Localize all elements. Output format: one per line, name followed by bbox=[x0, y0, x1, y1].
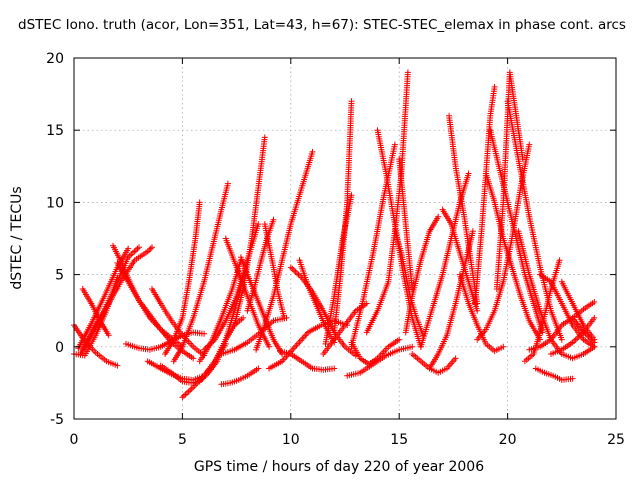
plus-markers bbox=[348, 141, 398, 350]
arc-series bbox=[79, 286, 112, 339]
arc-series bbox=[231, 134, 268, 329]
plus-markers bbox=[558, 278, 598, 343]
plus-markers bbox=[493, 69, 526, 292]
arc-series bbox=[532, 365, 576, 383]
plus-markers bbox=[277, 348, 338, 373]
chart-title: dSTEC Iono. truth (acor, Lon=351, Lat=43… bbox=[18, 17, 626, 33]
arc-series bbox=[493, 69, 526, 292]
y-tick-label: 15 bbox=[46, 123, 64, 139]
plus-markers bbox=[472, 83, 498, 307]
arc-series bbox=[261, 221, 288, 321]
arc-series bbox=[402, 213, 442, 336]
plus-markers bbox=[231, 134, 268, 329]
x-axis-label: GPS time / hours of day 220 of year 2006 bbox=[194, 459, 484, 475]
plus-markers bbox=[487, 127, 546, 336]
arc-series bbox=[439, 206, 481, 314]
arc-series bbox=[277, 348, 338, 373]
arc-series bbox=[409, 351, 459, 376]
plus-markers bbox=[218, 365, 262, 388]
y-tick-label: 10 bbox=[46, 195, 64, 211]
arc-series bbox=[504, 98, 565, 343]
arc-series bbox=[218, 365, 262, 388]
x-tick-label: 25 bbox=[607, 432, 625, 448]
y-tick-label: 20 bbox=[46, 51, 64, 67]
arc-series bbox=[344, 343, 416, 379]
axis-ticks: 0 5 10 15 20 25 -5 0 5 10 15 20 bbox=[46, 51, 625, 448]
plus-markers bbox=[331, 98, 355, 336]
plus-markers bbox=[162, 199, 203, 357]
y-tick-label: 5 bbox=[55, 268, 64, 284]
arc-series bbox=[396, 156, 416, 292]
plus-markers bbox=[79, 286, 112, 339]
plus-markers bbox=[532, 365, 576, 383]
arc-series bbox=[348, 141, 398, 350]
plus-markers bbox=[504, 98, 565, 343]
arc-series bbox=[569, 314, 598, 346]
x-tick-label: 15 bbox=[390, 432, 408, 448]
plus-markers bbox=[396, 156, 416, 292]
arc-series bbox=[170, 180, 231, 365]
plus-markers bbox=[402, 213, 442, 336]
x-tick-label: 0 bbox=[70, 432, 79, 448]
x-tick-label: 5 bbox=[178, 432, 187, 448]
plus-markers bbox=[569, 314, 598, 346]
y-tick-label: -5 bbox=[50, 412, 64, 428]
y-axis-label: dSTEC / TECUs bbox=[9, 186, 25, 289]
plus-markers bbox=[261, 221, 288, 321]
arc-series bbox=[487, 127, 546, 336]
plus-markers bbox=[456, 271, 507, 355]
arc-series bbox=[456, 271, 507, 355]
x-tick-label: 20 bbox=[499, 432, 517, 448]
arc-series bbox=[558, 278, 598, 343]
y-tick-label: 0 bbox=[55, 340, 64, 356]
plus-markers bbox=[409, 351, 459, 376]
plus-markers bbox=[439, 206, 481, 314]
data-marks bbox=[71, 69, 598, 401]
arc-series bbox=[162, 199, 203, 357]
plus-markers bbox=[170, 180, 231, 365]
arc-series bbox=[472, 83, 498, 307]
plus-markers bbox=[296, 257, 338, 346]
x-tick-label: 10 bbox=[282, 432, 300, 448]
plus-markers bbox=[344, 343, 416, 379]
plot-frame bbox=[73, 57, 617, 420]
arc-series bbox=[331, 98, 355, 336]
plus-markers bbox=[75, 245, 132, 352]
arc-series bbox=[296, 257, 338, 346]
arc-series bbox=[75, 245, 132, 352]
